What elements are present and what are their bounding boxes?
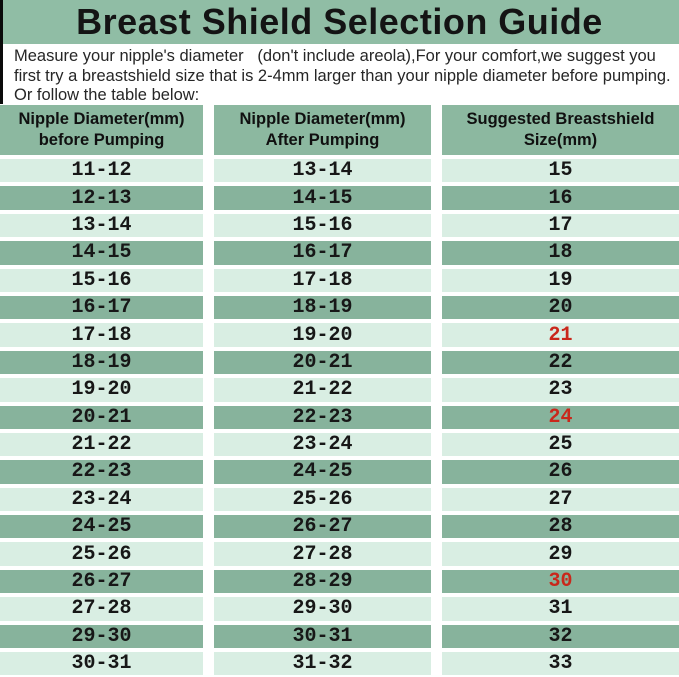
cell-before-pumping: 22-23 (0, 460, 203, 484)
cell-suggested-size: 32 (442, 624, 679, 649)
cell-suggested-size: 24 (442, 405, 679, 429)
size-guide-table: Nipple Diameter(mm) before Pumping Nippl… (0, 105, 679, 676)
cell-before-pumping: 13-14 (0, 213, 203, 238)
cell-after-pumping: 20-21 (214, 350, 431, 375)
cell-suggested-size: 25 (442, 432, 679, 457)
cell-after-pumping: 21-22 (214, 378, 431, 402)
cell-after-pumping: 31-32 (214, 652, 431, 676)
cell-suggested-size: 23 (442, 378, 679, 402)
cell-after-pumping: 27-28 (214, 542, 431, 566)
cell-before-pumping: 15-16 (0, 268, 203, 292)
cell-after-pumping: 22-23 (214, 405, 431, 429)
cell-suggested-size: 27 (442, 487, 679, 512)
intro-line-2: first try a breastshield size that is 2-… (14, 66, 671, 85)
cell-suggested-size: 22 (442, 350, 679, 375)
intro-text: Measure your nipple's diameter (don't in… (0, 44, 679, 105)
cell-before-pumping: 25-26 (0, 542, 203, 566)
header-before-pumping: Nipple Diameter(mm) before Pumping (0, 105, 203, 155)
cell-before-pumping: 16-17 (0, 295, 203, 320)
cell-after-pumping: 16-17 (214, 241, 431, 265)
header-after-pumping: Nipple Diameter(mm) After Pumping (214, 105, 431, 155)
cell-after-pumping: 23-24 (214, 432, 431, 457)
cell-before-pumping: 24-25 (0, 515, 203, 539)
cell-suggested-size: 20 (442, 295, 679, 320)
cell-suggested-size: 26 (442, 460, 679, 484)
cell-before-pumping: 19-20 (0, 378, 203, 402)
cell-suggested-size: 15 (442, 159, 679, 183)
header-line: After Pumping (265, 131, 380, 149)
cell-before-pumping: 12-13 (0, 186, 203, 210)
title-bar: Breast Shield Selection Guide (0, 0, 679, 44)
header-line: before Pumping (38, 131, 165, 149)
cell-before-pumping: 26-27 (0, 569, 203, 594)
cell-after-pumping: 18-19 (214, 295, 431, 320)
cell-before-pumping: 23-24 (0, 487, 203, 512)
cell-before-pumping: 30-31 (0, 652, 203, 676)
cell-before-pumping: 14-15 (0, 241, 203, 265)
header-line: Size(mm) (523, 131, 598, 149)
cell-after-pumping: 28-29 (214, 569, 431, 594)
cell-suggested-size: 16 (442, 186, 679, 210)
cell-after-pumping: 19-20 (214, 323, 431, 347)
cell-suggested-size: 29 (442, 542, 679, 566)
cell-before-pumping: 11-12 (0, 159, 203, 183)
page-title: Breast Shield Selection Guide (76, 1, 603, 42)
cell-after-pumping: 29-30 (214, 597, 431, 621)
cell-suggested-size: 19 (442, 268, 679, 292)
cell-suggested-size: 17 (442, 213, 679, 238)
cell-before-pumping: 20-21 (0, 405, 203, 429)
header-line: Nipple Diameter(mm) (239, 110, 406, 128)
cell-suggested-size: 33 (442, 652, 679, 676)
cell-suggested-size: 31 (442, 597, 679, 621)
scan-edge-artifact (0, 0, 3, 104)
cell-after-pumping: 24-25 (214, 460, 431, 484)
cell-suggested-size: 21 (442, 323, 679, 347)
cell-after-pumping: 26-27 (214, 515, 431, 539)
intro-line-1: Measure your nipple's diameter (don't in… (14, 47, 656, 65)
cell-after-pumping: 15-16 (214, 213, 431, 238)
cell-after-pumping: 13-14 (214, 159, 431, 183)
cell-after-pumping: 30-31 (214, 624, 431, 649)
cell-suggested-size: 28 (442, 515, 679, 539)
cell-before-pumping: 29-30 (0, 624, 203, 649)
cell-after-pumping: 25-26 (214, 487, 431, 512)
header-line: Nipple Diameter(mm) (18, 110, 185, 128)
cell-before-pumping: 21-22 (0, 432, 203, 457)
cell-before-pumping: 18-19 (0, 350, 203, 375)
cell-suggested-size: 30 (442, 569, 679, 594)
intro-line-3: Or follow the table below: (14, 86, 200, 104)
cell-after-pumping: 17-18 (214, 268, 431, 292)
cell-before-pumping: 27-28 (0, 597, 203, 621)
cell-suggested-size: 18 (442, 241, 679, 265)
header-line: Suggested Breastshield (466, 110, 655, 128)
cell-before-pumping: 17-18 (0, 323, 203, 347)
header-suggested-size: Suggested Breastshield Size(mm) (442, 105, 679, 155)
cell-after-pumping: 14-15 (214, 186, 431, 210)
